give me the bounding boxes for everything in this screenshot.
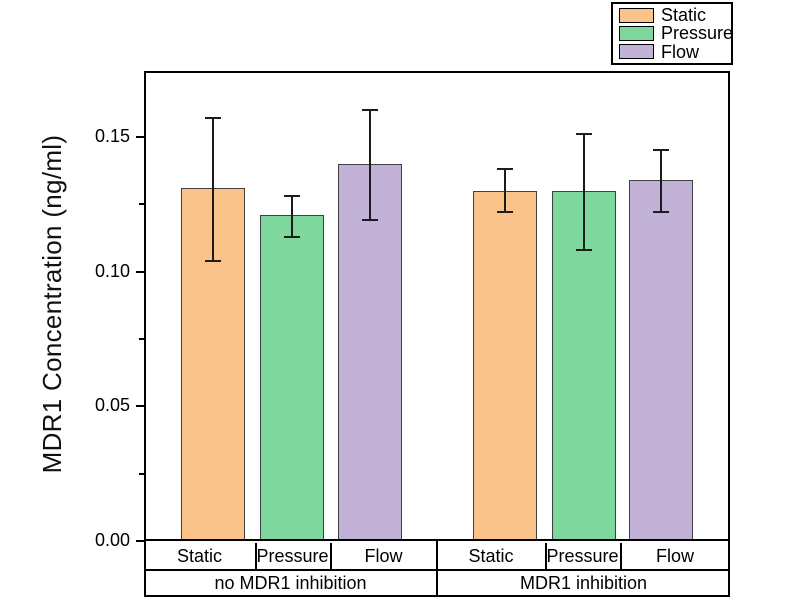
x-group-cell-2: MDR1 inhibition [519, 572, 648, 593]
error-bar-cap-top [205, 117, 221, 120]
error-bar-line [660, 150, 662, 213]
error-bar-cap-bottom [497, 211, 513, 214]
y-major-tick [136, 270, 145, 273]
error-bar-line [369, 110, 371, 221]
y-tick-label: 0.15 [94, 126, 130, 146]
error-bar-cap-top [362, 109, 378, 112]
bar-static-group2 [473, 190, 537, 541]
y-major-tick [136, 405, 145, 408]
x-category-cell-static: Static [176, 545, 223, 566]
x-axis-divider [255, 543, 257, 570]
legend-item-flow: Flow [619, 43, 729, 61]
y-minor-tick [139, 472, 145, 475]
y-major-tick [136, 136, 145, 138]
error-bar-cap-top [576, 133, 592, 136]
legend-swatch [619, 7, 654, 23]
error-bar-cap-bottom [653, 211, 669, 214]
x-axis-divider [330, 543, 332, 570]
y-tick-label: 0.05 [94, 395, 130, 416]
x-group-cell-1: no MDR1 inhibition [214, 572, 367, 593]
x-category-cell-static: Static [468, 545, 514, 566]
x-category-cell-flow: Flow [655, 545, 694, 566]
error-bar-cap-bottom [576, 249, 592, 252]
x-category-cell-pressure: Pressure [256, 545, 329, 566]
error-bar-line [504, 169, 506, 213]
legend-label: Static [661, 5, 707, 26]
error-bar-cap-top [284, 195, 300, 198]
y-minor-tick [139, 203, 145, 206]
error-bar-cap-bottom [284, 235, 300, 238]
x-axis-divider [620, 543, 622, 570]
error-bar-line [291, 196, 293, 237]
error-bar-cap-bottom [205, 259, 221, 262]
y-tick-label: 0.10 [94, 260, 130, 281]
y-major-tick [136, 540, 145, 542]
x-category-cell-flow: Flow [364, 545, 403, 566]
y-axis-label: MDR1 Concentration (ng/ml) [37, 134, 67, 474]
x-axis-divider [545, 543, 547, 570]
error-bar-cap-top [497, 168, 513, 171]
legend-swatch [619, 25, 654, 41]
bar-pressure-group1 [260, 215, 324, 541]
y-minor-tick [139, 338, 145, 340]
legend-label: Pressure [661, 23, 734, 44]
legend-item-static: Static [619, 6, 729, 24]
error-bar-line [212, 118, 214, 261]
error-bar-line [583, 134, 585, 251]
legend: Static Pressure Flow [611, 2, 733, 65]
bar-flow-group1 [338, 163, 402, 541]
error-bar-cap-top [653, 149, 669, 152]
legend-label: Flow [661, 41, 700, 62]
x-axis-row-divider [144, 569, 730, 571]
legend-item-pressure: Pressure [619, 24, 733, 42]
y-tick-label: 0.00 [94, 530, 130, 550]
error-bar-cap-bottom [362, 219, 378, 222]
bar-flow-group2 [629, 180, 693, 541]
legend-swatch [619, 44, 654, 60]
x-category-cell-pressure: Pressure [546, 545, 619, 566]
